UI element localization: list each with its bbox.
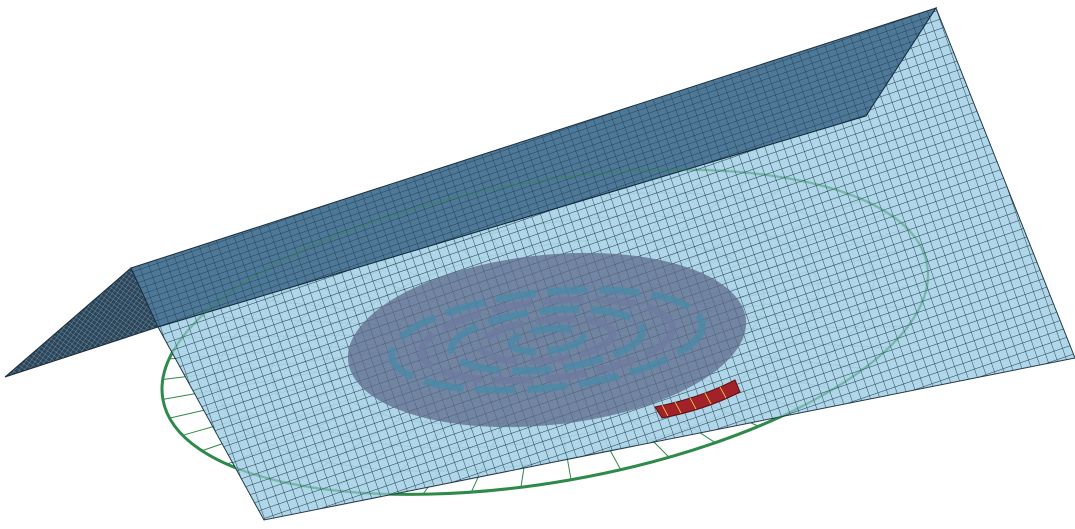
circular-impression [347,252,747,428]
impression-ring [418,295,676,385]
plate-rim-front [161,168,929,496]
contact-part [654,379,741,419]
ridge-end-face [4,267,159,378]
circular-plate-front [161,168,929,496]
impression-ring [507,324,587,356]
impression-ring [477,315,617,365]
impression-ring [388,286,706,394]
impression-ring [447,305,647,375]
